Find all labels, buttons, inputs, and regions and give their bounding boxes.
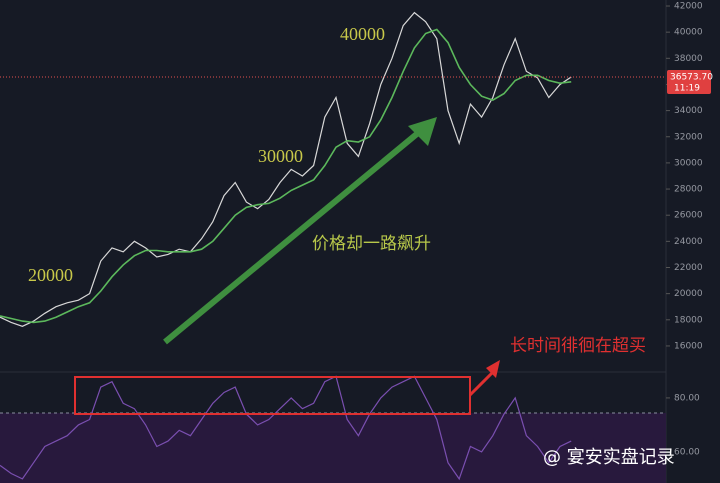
highlight-box — [74, 376, 471, 415]
red-arrow-head — [486, 360, 500, 378]
series-line — [0, 28, 572, 324]
rsi-band — [0, 413, 666, 483]
annotation: 30000 — [258, 146, 303, 166]
y-tick-label: 60.00 — [674, 447, 700, 457]
y-tick-label: 26000 — [674, 211, 703, 221]
y-tick-label: 16000 — [674, 341, 703, 351]
price-tag-box — [667, 69, 711, 94]
y-tick-label: 34000 — [674, 106, 703, 116]
series-line — [0, 11, 572, 327]
red-arrow — [468, 370, 495, 397]
y-tick-label: 18000 — [674, 315, 703, 325]
y-tick-label: 20000 — [674, 289, 703, 299]
green-arrow — [163, 130, 420, 345]
annotation: 40000 — [340, 24, 385, 44]
y-tick-label: 30000 — [674, 158, 703, 168]
y-tick-label: 32000 — [674, 132, 703, 142]
y-tick-label: 22000 — [674, 263, 703, 273]
series-line — [0, 375, 572, 481]
annotation: 价格却一路飙升 — [312, 234, 431, 254]
time-tag: 11:19 — [674, 83, 700, 93]
y-tick-label: 38000 — [674, 54, 703, 64]
watermark: @ 宴安实盘记录 — [543, 446, 675, 468]
y-tick-label: 40000 — [674, 28, 703, 38]
y-tick-label: 28000 — [674, 185, 703, 195]
green-arrow-head — [408, 117, 437, 146]
y-tick-label: 42000 — [674, 2, 703, 12]
price-tag: 36573.70 — [670, 72, 713, 82]
annotation: 长时间徘徊在超买 — [510, 336, 646, 356]
annotation: 20000 — [28, 265, 73, 285]
y-tick-label: 80.00 — [674, 393, 700, 403]
y-tick-label: 24000 — [674, 237, 703, 247]
